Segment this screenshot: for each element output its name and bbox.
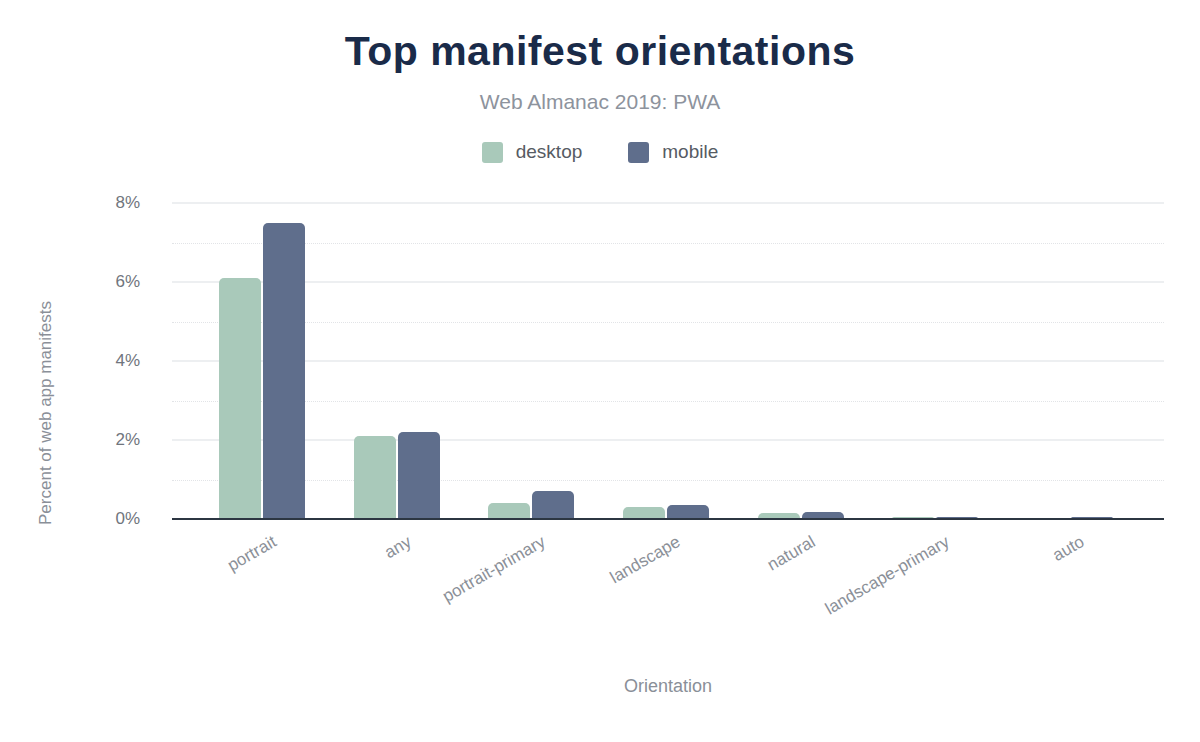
x-tick-label-landscape-primary: landscape-primary	[822, 532, 953, 619]
y-axis-title-box: Percent of web app manifests	[36, 257, 56, 569]
legend-label-mobile: mobile	[662, 141, 718, 163]
legend-label-desktop: desktop	[516, 141, 583, 163]
chart-legend: desktop mobile	[0, 141, 1200, 163]
x-tick-label-auto: auto	[1049, 532, 1088, 566]
x-axis-title: Orientation	[172, 676, 1164, 697]
bar-desktop-any[interactable]	[354, 436, 396, 519]
minor-gridline-1pct	[172, 480, 1164, 481]
bar-mobile-any[interactable]	[398, 432, 440, 519]
y-tick-label-8pct: 8%	[40, 193, 140, 213]
x-tick-label-any: any	[381, 532, 415, 563]
minor-gridline-5pct	[172, 322, 1164, 323]
chart: Top manifest orientations Web Almanac 20…	[0, 0, 1200, 742]
legend-swatch-desktop	[482, 142, 503, 163]
bar-mobile-portrait-primary[interactable]	[532, 491, 574, 519]
legend-item-desktop[interactable]: desktop	[482, 141, 583, 163]
legend-swatch-mobile	[628, 142, 649, 163]
x-tick-label-portrait-primary: portrait-primary	[440, 532, 550, 607]
bar-mobile-portrait[interactable]	[263, 223, 305, 519]
minor-gridline-3pct	[172, 401, 1164, 402]
gridline-4pct	[172, 360, 1164, 362]
gridline-6pct	[172, 281, 1164, 283]
x-tick-label-landscape: landscape	[607, 532, 684, 588]
chart-subtitle: Web Almanac 2019: PWA	[0, 90, 1200, 114]
bar-desktop-portrait[interactable]	[219, 278, 261, 519]
bar-desktop-portrait-primary[interactable]	[488, 503, 530, 519]
x-tick-label-natural: natural	[764, 532, 819, 575]
chart-title: Top manifest orientations	[0, 28, 1200, 75]
gridline-2pct	[172, 439, 1164, 441]
legend-item-mobile[interactable]: mobile	[628, 141, 718, 163]
y-axis-title: Percent of web app manifests	[36, 301, 56, 525]
minor-gridline-7pct	[172, 243, 1164, 244]
x-tick-label-portrait: portrait	[224, 532, 280, 576]
gridline-8pct	[172, 202, 1164, 204]
x-axis-line	[172, 518, 1164, 520]
bar-mobile-landscape[interactable]	[667, 505, 709, 519]
